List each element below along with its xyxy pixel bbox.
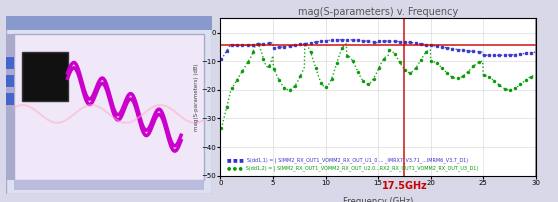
Bar <box>6 34 14 180</box>
Bar <box>6 16 212 30</box>
Bar <box>6 93 14 105</box>
Bar <box>6 57 14 69</box>
Y-axis label: mag(S-parameters) (dB): mag(S-parameters) (dB) <box>194 63 199 131</box>
Title: mag(S-parameters) v. Frequency: mag(S-parameters) v. Frequency <box>298 7 458 17</box>
Text: ■ ■ ■  S(dd1,1) = | SIMM2_RX_OUT1_VOMM2_RX_OUT_U1_0 ... _IMRX7_V3.71_...IMRM6_V3: ■ ■ ■ S(dd1,1) = | SIMM2_RX_OUT1_VOMM2_R… <box>227 157 468 163</box>
Text: ● ● ●  S(dd1,2) = | SIMM2_RX_OUT1_VOMM2_RX_OUT_U2.0...RX2_RX_OUT1_VOMM2_RX_OUT_U: ● ● ● S(dd1,2) = | SIMM2_RX_OUT1_VOMM2_R… <box>227 165 478 171</box>
Bar <box>6 75 14 87</box>
Bar <box>14 34 204 180</box>
Bar <box>14 180 204 190</box>
X-axis label: Frequency (GHz): Frequency (GHz) <box>343 197 413 202</box>
Bar <box>22 52 68 101</box>
Text: 17.5GHz: 17.5GHz <box>382 181 427 191</box>
